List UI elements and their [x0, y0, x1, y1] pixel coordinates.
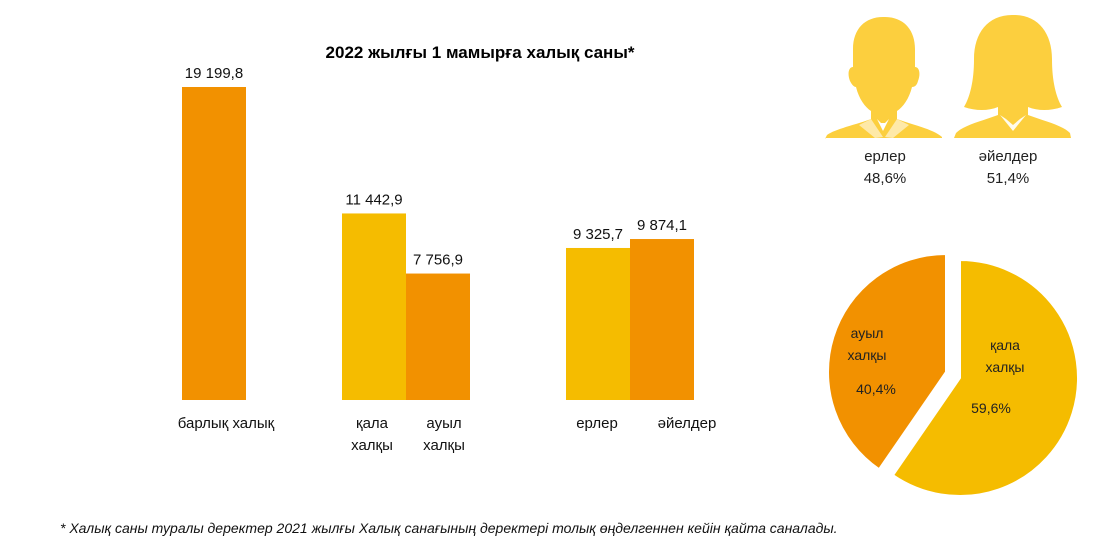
pie-slice-value-0: 59,6% — [971, 400, 1011, 416]
category-label-2-1: халқы — [423, 437, 465, 454]
pie-slice-label-0-0: қала — [990, 337, 1020, 353]
category-label-1-0: қала — [356, 415, 389, 432]
woman-silhouette-icon — [954, 15, 1071, 138]
men-percent: 48,6% — [864, 170, 907, 187]
pie-slice-value-1: 40,4% — [856, 381, 896, 397]
bar-2 — [406, 273, 470, 400]
bar-value-label-4: 9 874,1 — [637, 217, 687, 234]
women-label: әйелдер — [979, 148, 1038, 165]
bar-value-label-0: 19 199,8 — [185, 65, 243, 82]
pie-chart: қала халқы 59,6% ауыл халқы 40,4% — [827, 252, 1079, 497]
chart-title: 2022 жылғы 1 мамырға халық саны* — [326, 43, 635, 62]
pie-slice-label-0-1: халқы — [986, 359, 1025, 375]
bar-4 — [630, 239, 694, 400]
man-silhouette-icon — [825, 17, 942, 139]
pie-slice-label-1-1: халқы — [848, 347, 887, 363]
bar-1 — [342, 213, 406, 400]
bar-value-label-1: 11 442,9 — [345, 191, 402, 208]
category-label-4-0: әйелдер — [658, 415, 717, 432]
bar-value-label-3: 9 325,7 — [573, 226, 623, 243]
bar-value-label-2: 7 756,9 — [413, 252, 463, 269]
bar-chart: 19 199,8 барлық халық 11 442,9 қала халқы 7 7… — [178, 65, 717, 454]
footnote: * Халық саны туралы деректер 2021 жылғы … — [60, 520, 838, 536]
women-percent: 51,4% — [987, 170, 1030, 187]
pie-slice-1 — [827, 252, 947, 471]
category-label-0-0: барлық халық — [178, 415, 275, 432]
pie-slice-label-1-0: ауыл — [851, 325, 884, 341]
category-label-2-0: ауыл — [426, 415, 461, 432]
pie-slice-0 — [891, 258, 1079, 497]
category-label-1-1: халқы — [351, 437, 393, 454]
bar-0 — [182, 87, 246, 400]
category-label-3-0: ерлер — [576, 415, 618, 432]
men-label: ерлер — [864, 148, 906, 165]
bar-3 — [566, 247, 630, 400]
